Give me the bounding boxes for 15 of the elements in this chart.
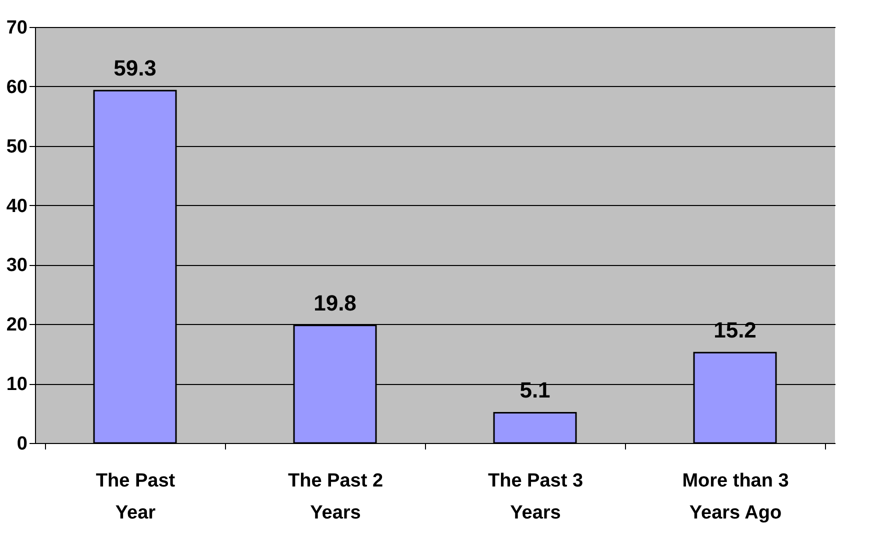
y-tick-label: 30 xyxy=(6,255,28,276)
y-tick-label: 50 xyxy=(6,136,28,158)
data-label: 19.8 xyxy=(314,290,356,316)
data-label: 59.3 xyxy=(114,56,156,81)
x-tick-label: The Past 3 Years xyxy=(488,470,584,524)
y-tick-label: 70 xyxy=(6,18,28,38)
y-tick-label: 0 xyxy=(16,434,28,454)
y-tick-label: 10 xyxy=(6,374,28,396)
x-tick-label: The Past Year xyxy=(96,470,176,524)
bar xyxy=(493,412,577,444)
y-tick-label: 20 xyxy=(6,314,28,336)
x-tick-label: More than 3 Years Ago xyxy=(682,470,789,524)
y-tick-label: 60 xyxy=(6,76,28,98)
x-tick-label: The Past 2 Years xyxy=(288,470,384,524)
y-tick-label: 40 xyxy=(6,196,28,217)
